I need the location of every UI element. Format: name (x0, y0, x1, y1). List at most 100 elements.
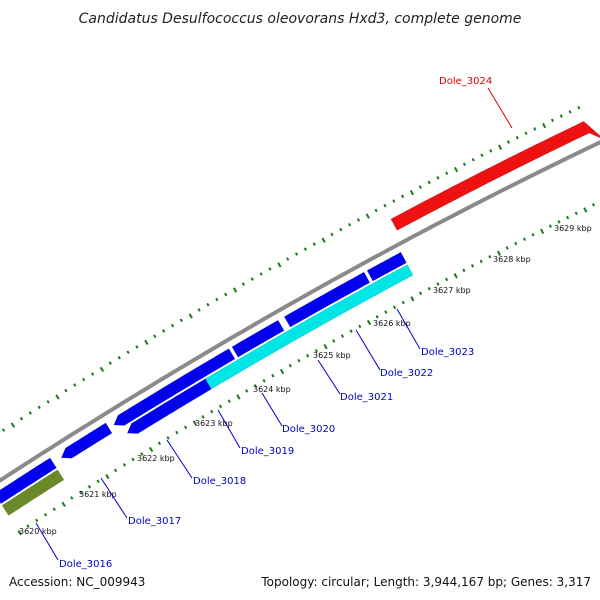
outer-tick (383, 203, 387, 208)
outer-tick (524, 131, 528, 136)
inner-tick (17, 530, 22, 536)
outer-tick (232, 287, 238, 293)
inner-tick (392, 305, 397, 310)
gene-labels: Dole_3016 Dole_3017 Dole_3018 Dole_3019 … (59, 76, 492, 570)
outer-tick (1, 428, 6, 432)
outer-tick (303, 247, 307, 251)
outer-tick (206, 302, 210, 307)
outer-tick (365, 213, 370, 219)
inner-tick (401, 300, 405, 305)
inner-tick (531, 232, 535, 237)
leader-dole-3019 (217, 409, 241, 449)
gene-label-dole-3021: Dole_3021 (340, 392, 393, 403)
outer-tick (82, 377, 86, 382)
inner-tick (445, 277, 449, 282)
outer-tick (348, 222, 352, 227)
inner-tick (375, 315, 379, 319)
inner-tick (418, 291, 423, 296)
inner-tick (183, 425, 188, 430)
map-title: Candidatus Desulfococcus oleovorans Hxd3… (79, 11, 522, 27)
gene-block-3024 (390, 121, 600, 231)
outer-tick (99, 366, 105, 373)
leader-dole-3017 (100, 477, 128, 519)
gene-label-dole-3020: Dole_3020 (282, 424, 335, 435)
outer-tick (409, 189, 414, 196)
outer-tick (55, 394, 60, 400)
inner-tick (78, 490, 83, 495)
outer-tick (117, 355, 121, 360)
inner-tick (488, 255, 492, 259)
gene-block-3021 (204, 264, 414, 390)
outer-tick (418, 185, 422, 189)
inner-tick (505, 246, 509, 250)
inner-tick (236, 394, 241, 400)
inner-tick (148, 446, 154, 453)
outer-tick (268, 267, 272, 271)
inner-tick (306, 353, 310, 358)
outer-tick (161, 329, 166, 333)
inner-tick (271, 373, 275, 378)
outer-tick (374, 208, 378, 213)
tick-label-3625: 3625 kbp (313, 351, 351, 360)
inner-tick (87, 484, 92, 489)
inner-tick (349, 329, 353, 333)
outer-tick (126, 350, 130, 355)
inner-tick (26, 524, 30, 528)
gene-label-dole-3022: Dole_3022 (380, 368, 433, 379)
inner-tick (566, 215, 570, 220)
outer-tick (286, 257, 290, 261)
inner-tick (366, 319, 372, 326)
inner-tick (427, 286, 431, 291)
outer-tick (568, 110, 572, 114)
outer-tick (197, 308, 201, 312)
tick-label-3621: 3621 kbp (79, 490, 117, 499)
inner-tick (288, 363, 292, 368)
outer-tick (64, 388, 68, 393)
leader-dole-3016 (35, 522, 59, 561)
outer-tick (19, 416, 24, 421)
inner-tick (470, 264, 475, 268)
inner-tick (52, 507, 56, 511)
outer-tick (542, 122, 547, 129)
outer-tick (550, 118, 555, 123)
gene-block-3022 (283, 271, 371, 328)
inner-tick (157, 441, 162, 446)
inner-tick (201, 415, 205, 419)
outer-tick (108, 361, 112, 365)
inner-tick (436, 282, 440, 286)
outer-tick (188, 313, 193, 319)
inner-tick (340, 334, 345, 338)
inner-tick (105, 473, 110, 480)
inner-tick (548, 224, 552, 228)
leader-dole-3021 (317, 359, 341, 395)
outer-tick (28, 411, 32, 415)
inner-tick (591, 203, 596, 207)
inner-tick (514, 241, 518, 246)
inner-tick (522, 237, 527, 241)
inner-tick (245, 389, 249, 393)
outer-tick (454, 166, 459, 173)
inner-tick (279, 368, 285, 375)
outer-tick (215, 297, 219, 302)
outer-tick (224, 292, 228, 297)
inner-tick (122, 463, 127, 467)
inner-tick (358, 324, 362, 329)
outer-tick (312, 242, 316, 246)
outer-tick (515, 135, 519, 140)
inner-tick (410, 296, 415, 302)
inner-tick (462, 268, 466, 273)
outer-tick (170, 323, 175, 328)
inner-tick (540, 228, 545, 235)
inner-tick (113, 468, 118, 473)
outer-tick (10, 422, 16, 428)
gene-label-dole-3023: Dole_3023 (421, 347, 474, 358)
gene-label-dole-3019: Dole_3019 (241, 446, 294, 457)
gene-label-dole-3018: Dole_3018 (193, 476, 246, 487)
tick-label-3623: 3623 kbp (195, 419, 233, 428)
inner-tick (583, 207, 588, 213)
inner-tick (384, 310, 388, 314)
tick-labels: 3620 kbp 3621 kbp 3622 kbp 3623 kbp 3624… (19, 224, 592, 536)
inner-tick (61, 501, 66, 508)
gene-block-3020 (231, 319, 285, 358)
